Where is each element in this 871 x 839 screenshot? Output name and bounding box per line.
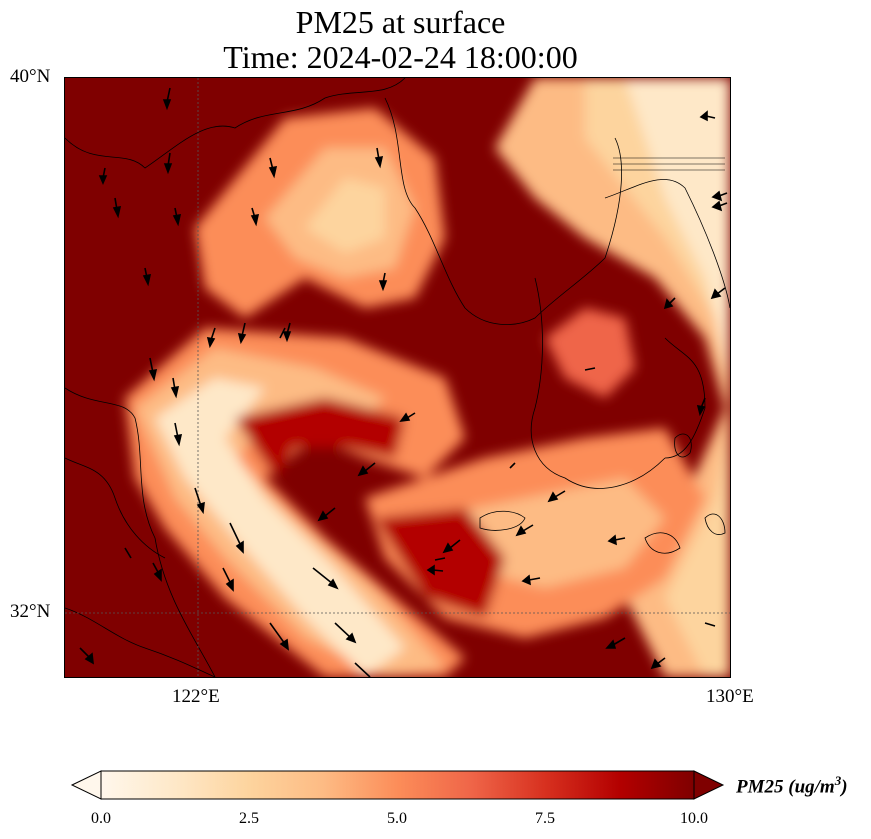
colorbar-tick-2: 5.0	[387, 810, 407, 827]
colorbar-label-end: )	[841, 776, 848, 798]
colorbar-svg	[70, 770, 725, 800]
dark-blob-south	[375, 508, 505, 618]
colorbar-extend-low	[70, 770, 102, 800]
colorbar-label-superscript: 3	[834, 773, 842, 788]
lon-label-130e: 130°E	[706, 686, 754, 707]
patch-mid-east	[545, 308, 635, 398]
lighter-band-ne	[625, 78, 730, 378]
colorbar	[70, 768, 730, 819]
coastlines	[65, 78, 730, 677]
map-title-line1: PM25 at surface	[295, 4, 506, 40]
plume-inner	[155, 378, 405, 677]
wind-vectors	[79, 87, 728, 677]
pm25-map-panel	[64, 77, 731, 678]
colorbar-label: PM25 (ug/m3)	[736, 773, 848, 798]
lightest-core-nw	[305, 178, 385, 253]
colorbar-tick-3: 7.5	[535, 810, 555, 827]
map-title-line2: Time: 2024-02-24 18:00:00	[223, 39, 578, 75]
colorbar-tick-4: 10.0	[680, 810, 708, 827]
colorbar-gradient	[100, 770, 695, 800]
lat-label-40n: 40°N	[10, 66, 51, 87]
colorbar-tick-1: 2.5	[239, 810, 259, 827]
colorbar-tick-0: 0.0	[91, 810, 111, 827]
colorbar-label-text: PM25 (ug/m	[736, 776, 835, 798]
lat-label-32n: 32°N	[10, 601, 51, 622]
colorbar-extend-high	[693, 770, 725, 800]
dark-band-se	[235, 398, 405, 478]
lon-label-122e: 122°E	[172, 686, 220, 707]
pm25-field-svg	[65, 78, 730, 677]
gridlines	[65, 78, 730, 677]
